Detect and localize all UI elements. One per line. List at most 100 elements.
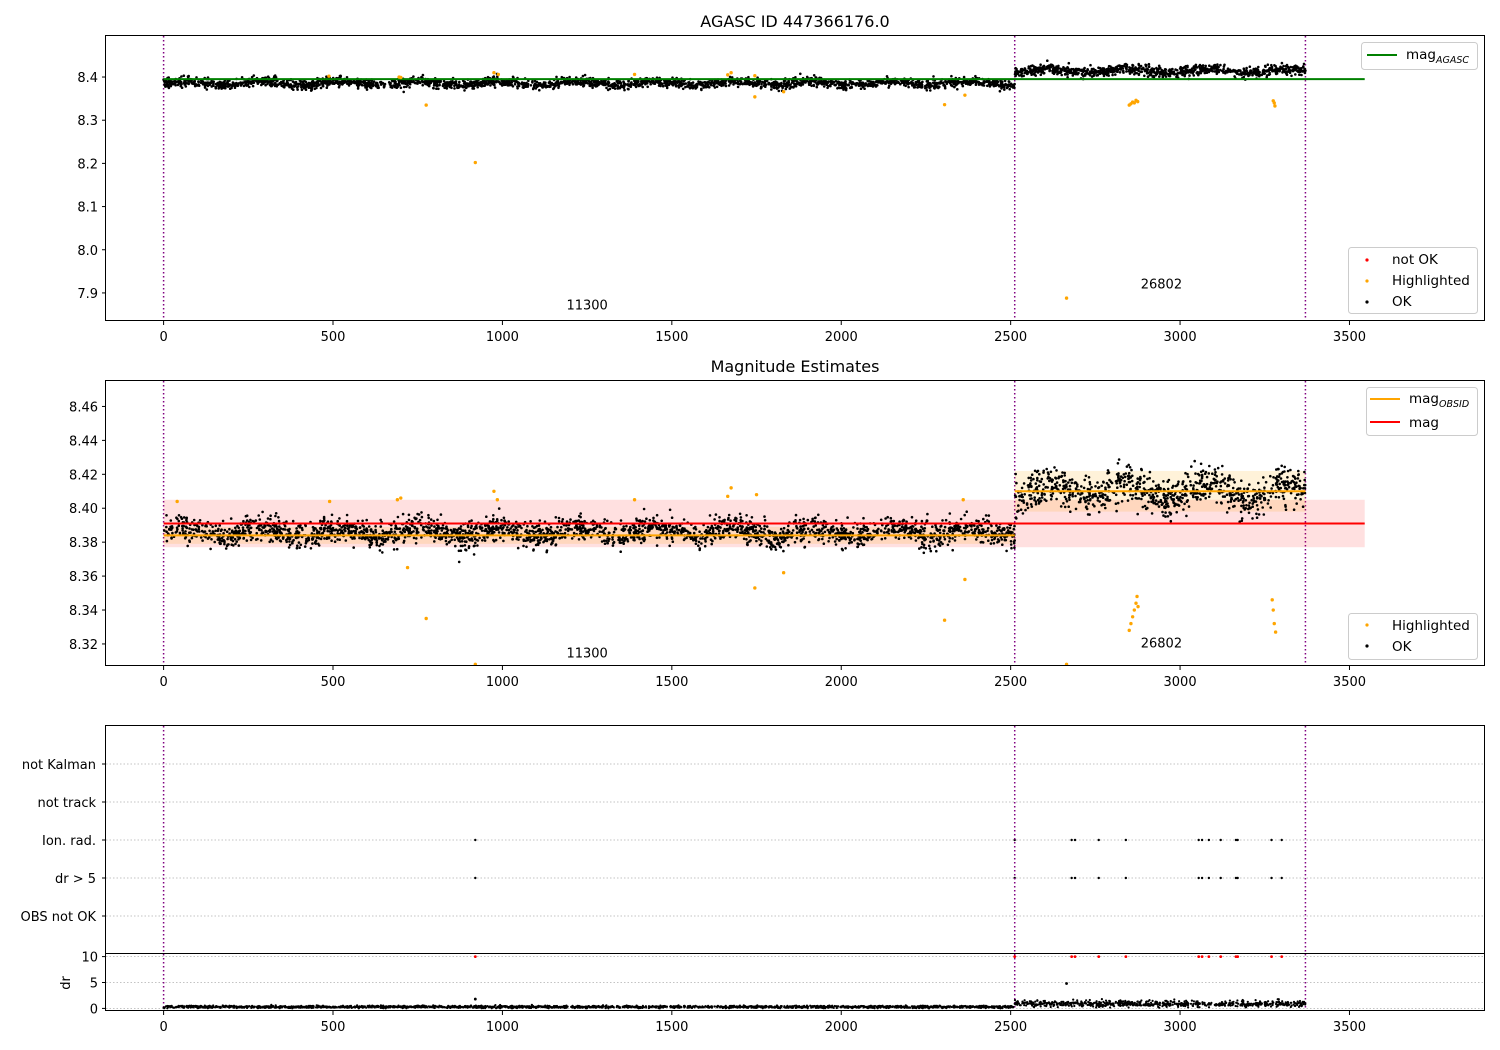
ok-point <box>324 82 327 85</box>
ok-point <box>192 80 196 84</box>
ok-point <box>986 519 989 522</box>
ok-point <box>1107 74 1110 77</box>
ok-point <box>830 526 833 529</box>
ok-point <box>322 520 325 523</box>
ok-point <box>358 81 362 85</box>
ok-point <box>623 82 627 86</box>
ok-point <box>287 546 291 549</box>
ok-point <box>968 83 972 86</box>
ok-point <box>288 543 292 547</box>
ok-point <box>579 512 582 515</box>
ok-point <box>183 537 187 540</box>
ok-point <box>509 530 513 534</box>
ok-point <box>775 87 779 90</box>
ok-point <box>757 538 761 541</box>
ok-point <box>1149 70 1152 73</box>
ok-point <box>1300 73 1303 77</box>
ok-point <box>836 80 840 83</box>
ok-point <box>217 87 220 90</box>
ok-point <box>472 87 476 90</box>
ok-point <box>641 85 644 89</box>
ok-point <box>212 82 215 85</box>
ok-point <box>774 548 778 551</box>
ok-point <box>759 87 763 90</box>
ok-point <box>975 538 978 541</box>
legend-highlighted-marker <box>1365 279 1369 283</box>
ok-point <box>491 82 495 86</box>
ok-point <box>935 549 938 553</box>
ok-point <box>950 74 953 78</box>
highlighted-point <box>496 72 501 77</box>
ok-point <box>859 527 862 531</box>
ok-point <box>569 81 572 85</box>
ok-point <box>1128 69 1132 72</box>
ok-point <box>332 82 336 85</box>
ok-point <box>927 81 931 85</box>
ok-point <box>889 516 893 520</box>
ok-point <box>753 81 756 85</box>
ok-point <box>464 86 468 90</box>
ok-point <box>163 529 166 532</box>
ok-point <box>577 519 581 522</box>
ok-point <box>1155 72 1159 75</box>
ok-point <box>694 525 697 529</box>
ok-point <box>163 80 166 83</box>
ok-point <box>738 512 742 516</box>
ok-point <box>557 516 561 520</box>
ok-point <box>241 526 245 529</box>
ok-point <box>729 519 732 522</box>
ok-point <box>303 545 307 548</box>
ok-point <box>732 83 735 86</box>
ok-point <box>408 82 412 86</box>
ok-point <box>1132 67 1135 71</box>
ok-point <box>993 83 997 87</box>
ok-point <box>1096 73 1100 77</box>
ok-point <box>622 525 625 528</box>
ok-point <box>767 82 771 86</box>
ok-point <box>405 85 408 89</box>
ok-point <box>199 536 203 539</box>
ok-point <box>1104 70 1107 74</box>
ok-point <box>330 513 334 517</box>
ok-point <box>706 525 710 529</box>
ok-point <box>445 542 449 546</box>
ok-point <box>933 545 937 548</box>
ok-point <box>708 514 712 517</box>
ok-point <box>841 548 844 552</box>
ok-point <box>482 80 485 84</box>
ok-point <box>165 539 169 543</box>
ok-point <box>844 86 847 89</box>
ok-point <box>840 524 844 527</box>
ok-point <box>1194 63 1198 67</box>
ok-point <box>629 83 632 87</box>
ok-point <box>488 81 491 84</box>
ok-point <box>681 87 685 91</box>
ok-point <box>234 526 237 530</box>
ok-point <box>368 86 372 89</box>
ok-point <box>315 86 318 90</box>
obsid-annotation: 26802 <box>1141 278 1182 293</box>
ok-point <box>453 81 457 85</box>
highlighted-point <box>473 160 478 165</box>
ok-point <box>1039 73 1043 77</box>
ok-point <box>745 538 748 541</box>
ok-point <box>931 525 934 528</box>
ok-point <box>544 84 548 87</box>
ok-point <box>384 540 387 543</box>
ok-point <box>420 511 423 514</box>
ok-point <box>252 74 256 77</box>
ok-point <box>571 82 575 86</box>
ok-point <box>1303 69 1307 73</box>
ok-point <box>1092 70 1095 73</box>
ok-point <box>1042 71 1046 75</box>
ok-point <box>309 547 313 550</box>
ok-point <box>314 542 318 545</box>
ok-point <box>195 76 198 79</box>
ok-point <box>262 82 265 85</box>
ok-point <box>175 526 179 529</box>
ok-point <box>1099 70 1102 74</box>
ok-point <box>817 537 821 541</box>
ok-point <box>577 538 581 541</box>
ok-point <box>775 81 778 84</box>
ok-point <box>493 86 497 89</box>
